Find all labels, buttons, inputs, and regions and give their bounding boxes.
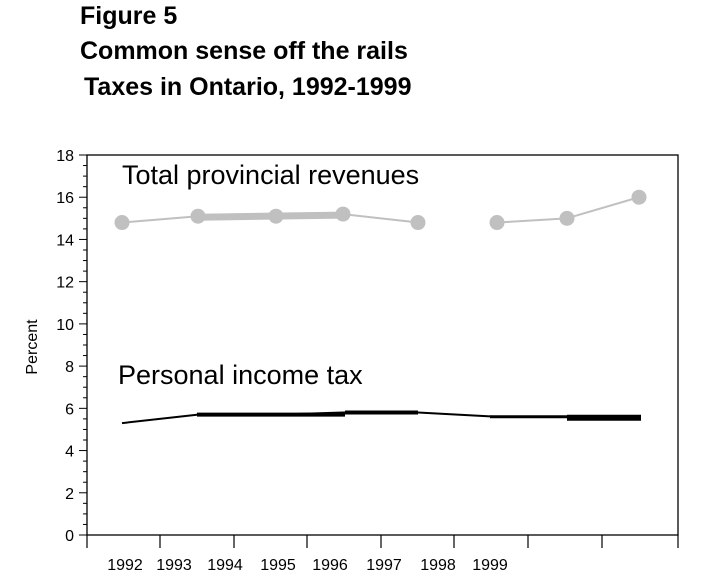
y-tick-label: 4 [65,444,74,461]
series-total-revenues-line [496,217,568,224]
series-income-tax-line [417,411,498,418]
series-total-revenues-point [489,215,505,231]
series-income-tax-label: Personal income tax [118,360,363,390]
x-tick-label: 1993 [156,557,192,574]
series-total-revenues-point [268,208,284,224]
x-tick-label: 1997 [366,557,402,574]
series-income-tax-line [121,413,199,425]
series-total-revenues-point [631,189,647,205]
y-axis-label: Percent [24,319,41,375]
y-tick-label: 12 [56,275,74,292]
series-total-revenues-point [335,206,351,222]
x-tick-label: 1995 [260,557,296,574]
series-total-revenues-line [566,196,640,220]
chart-subtitle: Taxes in Ontario, 1992-1999 [84,73,412,101]
y-tick-label: 8 [65,359,74,376]
x-tick-label: 1996 [312,557,348,574]
x-tick-label: 1998 [420,557,456,574]
series-total-revenues-point [190,208,206,224]
figure-label: Figure 5 [80,2,178,30]
x-tick-label: 1999 [472,557,508,574]
x-tick-label: 1992 [107,557,143,574]
y-tick-label: 6 [65,401,74,418]
series-total-revenues-point [410,215,426,231]
series-total-revenues-point [114,215,130,231]
series-total-revenues-line [342,213,419,224]
x-tick-label: 1994 [207,557,243,574]
series-total-revenues-line [121,215,199,224]
y-tick-label: 14 [56,232,74,249]
y-tick-label: 2 [65,486,74,503]
y-tick-label: 0 [65,528,74,545]
y-tick-label: 18 [56,148,74,165]
series-total-revenues-point [559,210,575,226]
chart-title: Common sense off the rails [80,37,408,65]
series-total-revenues-label: Total provincial revenues [122,160,419,190]
y-tick-label: 10 [56,317,74,334]
y-tick-label: 16 [56,190,74,207]
